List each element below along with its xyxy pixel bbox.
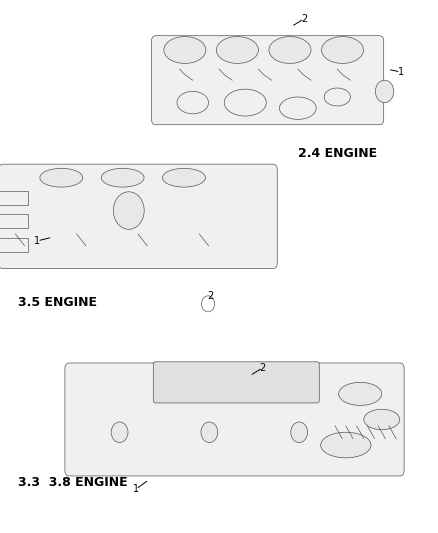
Text: 2: 2 [301,14,307,23]
Ellipse shape [40,168,83,187]
Text: 1: 1 [133,484,139,494]
FancyBboxPatch shape [153,362,319,403]
Ellipse shape [364,409,400,430]
Bar [0,191,28,205]
Circle shape [113,192,144,229]
Ellipse shape [101,168,144,187]
Bar [0,238,28,252]
Ellipse shape [216,37,258,63]
Ellipse shape [164,37,206,63]
FancyBboxPatch shape [0,164,277,269]
Text: 3.5 ENGINE: 3.5 ENGINE [18,296,96,309]
Text: 2: 2 [207,291,213,301]
Text: 3.3  3.8 ENGINE: 3.3 3.8 ENGINE [18,476,127,489]
Circle shape [291,422,307,442]
FancyBboxPatch shape [152,36,384,125]
Ellipse shape [321,37,364,63]
Text: 2: 2 [260,363,266,373]
Ellipse shape [269,37,311,63]
Ellipse shape [321,432,371,458]
Bar [0,214,28,228]
Ellipse shape [339,382,382,406]
Text: 1: 1 [398,67,404,77]
Circle shape [111,422,128,442]
Circle shape [201,422,218,442]
Text: 2.4 ENGINE: 2.4 ENGINE [298,147,377,159]
FancyBboxPatch shape [65,363,404,476]
Text: 1: 1 [34,236,40,246]
Ellipse shape [162,168,205,187]
Circle shape [375,80,394,102]
